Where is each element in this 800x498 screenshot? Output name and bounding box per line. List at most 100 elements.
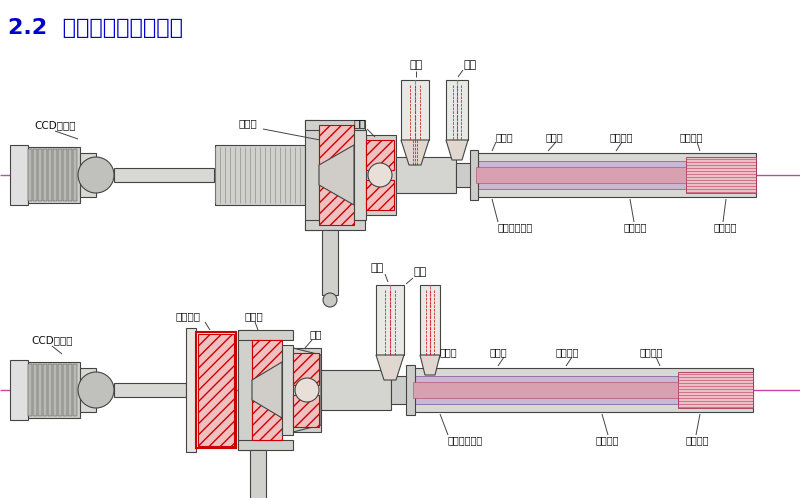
Bar	[80, 153, 96, 197]
Text: 目镜罩: 目镜罩	[238, 118, 258, 128]
Bar	[282, 345, 293, 435]
Bar	[406, 365, 415, 415]
Bar	[401, 80, 429, 140]
Text: 光锥: 光锥	[370, 263, 384, 273]
Bar	[28, 147, 80, 203]
Bar	[293, 348, 321, 432]
Bar	[470, 150, 478, 200]
Bar	[114, 383, 186, 397]
Polygon shape	[376, 355, 404, 380]
Bar	[10, 360, 28, 420]
Text: CCD摄像头: CCD摄像头	[34, 120, 76, 130]
Bar	[252, 400, 282, 440]
Circle shape	[368, 163, 392, 187]
Bar	[456, 163, 476, 187]
Bar	[48, 149, 52, 201]
Bar	[28, 362, 80, 418]
Polygon shape	[420, 355, 440, 375]
Bar	[686, 157, 756, 193]
Circle shape	[323, 293, 337, 307]
Bar	[196, 332, 236, 448]
Bar	[446, 80, 468, 140]
Text: 保护玻璃: 保护玻璃	[680, 132, 703, 142]
Bar	[238, 330, 293, 340]
Bar	[321, 370, 391, 410]
Polygon shape	[293, 348, 321, 432]
Bar	[53, 364, 57, 416]
Bar	[215, 145, 305, 205]
Text: 传像光纤: 传像光纤	[556, 347, 579, 357]
Text: 外套管: 外套管	[490, 347, 508, 357]
Bar	[391, 376, 413, 404]
Bar	[678, 372, 753, 408]
Bar	[476, 167, 686, 183]
Text: 内套管: 内套管	[440, 347, 458, 357]
Text: 照明光纤: 照明光纤	[624, 222, 647, 232]
Bar	[38, 149, 42, 201]
Bar	[238, 440, 293, 450]
Text: CCD摄像头: CCD摄像头	[31, 335, 73, 345]
Bar	[376, 285, 404, 355]
Text: 照明光纤: 照明光纤	[596, 435, 619, 445]
Circle shape	[78, 372, 114, 408]
Bar	[252, 340, 282, 380]
Bar	[238, 330, 252, 450]
Circle shape	[78, 157, 114, 193]
Bar	[322, 230, 338, 295]
Text: 内套管: 内套管	[496, 132, 514, 142]
Bar	[366, 135, 396, 215]
Circle shape	[295, 378, 319, 402]
Bar	[396, 157, 456, 193]
Bar	[80, 368, 96, 412]
Bar	[186, 328, 196, 452]
Bar	[68, 149, 72, 201]
Text: 内窥镜结构图: 内窥镜结构图	[448, 435, 483, 445]
Bar	[413, 368, 753, 412]
Bar	[305, 220, 365, 230]
Bar	[250, 450, 266, 498]
Text: 内窥镜结构图: 内窥镜结构图	[498, 222, 534, 232]
Text: 物镜镜头: 物镜镜头	[686, 435, 710, 445]
Bar	[28, 364, 32, 416]
Text: 光束: 光束	[414, 267, 426, 277]
Bar	[319, 125, 354, 165]
Bar	[198, 334, 234, 446]
Bar	[305, 120, 365, 130]
Bar	[420, 285, 440, 355]
Bar	[413, 376, 678, 404]
Bar	[293, 395, 319, 427]
Text: 光锥: 光锥	[463, 60, 477, 70]
Bar	[68, 364, 72, 416]
Polygon shape	[319, 145, 354, 205]
Bar	[354, 130, 366, 220]
Bar	[10, 145, 28, 205]
Text: 物镜镜头: 物镜镜头	[714, 222, 738, 232]
Bar	[48, 364, 52, 416]
Polygon shape	[401, 140, 429, 165]
Bar	[33, 364, 37, 416]
Text: 镜头卡口: 镜头卡口	[175, 311, 201, 321]
Bar	[476, 161, 686, 189]
Text: 外套管: 外套管	[546, 132, 564, 142]
Bar	[53, 149, 57, 201]
Polygon shape	[446, 140, 468, 160]
Bar	[58, 364, 62, 416]
Bar	[38, 364, 42, 416]
Bar	[58, 149, 62, 201]
Bar	[305, 120, 319, 230]
Text: 保护玻璃: 保护玻璃	[640, 347, 663, 357]
Bar	[33, 149, 37, 201]
Bar	[73, 149, 77, 201]
Bar	[293, 353, 319, 385]
Bar	[43, 364, 47, 416]
Text: 光束: 光束	[410, 60, 422, 70]
Text: 目镜罩: 目镜罩	[245, 311, 263, 321]
Polygon shape	[252, 362, 282, 418]
Text: 2.2  纤维硬管内穚镜结构: 2.2 纤维硬管内穚镜结构	[8, 18, 183, 38]
Bar	[28, 149, 32, 201]
Bar	[366, 180, 394, 210]
Bar	[366, 140, 394, 170]
Bar	[319, 185, 354, 225]
Bar	[63, 149, 67, 201]
Text: 传像光纤: 传像光纤	[610, 132, 634, 142]
